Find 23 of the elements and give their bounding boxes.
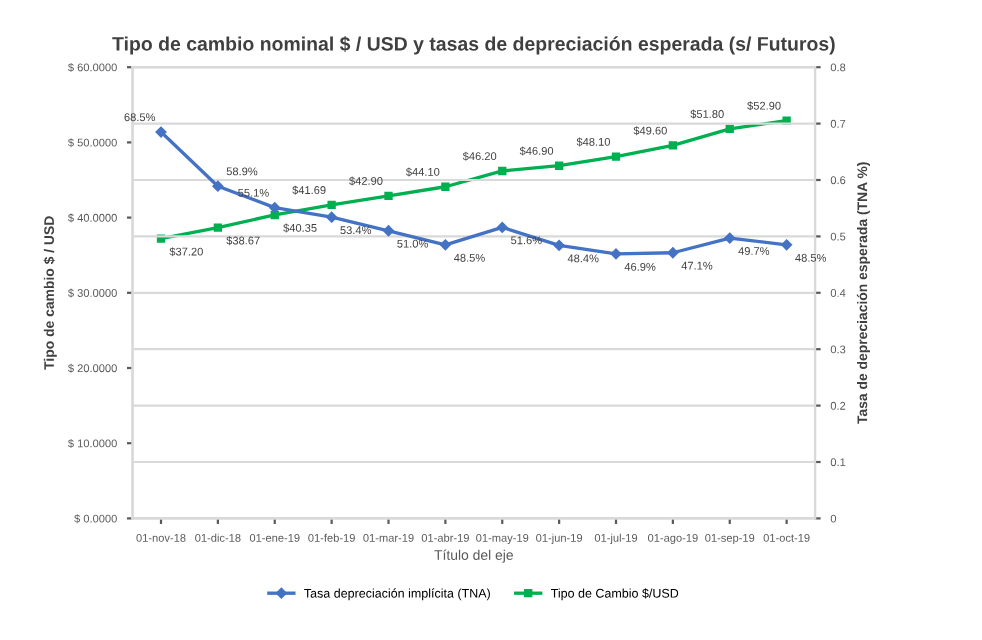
point bbox=[498, 166, 507, 176]
point bbox=[668, 141, 678, 150]
point bbox=[610, 248, 622, 260]
point bbox=[326, 211, 337, 223]
point bbox=[212, 180, 224, 192]
point bbox=[441, 182, 450, 191]
point bbox=[724, 232, 736, 244]
point bbox=[667, 247, 679, 259]
point bbox=[383, 225, 394, 237]
point bbox=[213, 223, 223, 232]
point bbox=[496, 222, 508, 233]
point bbox=[327, 200, 336, 210]
point bbox=[269, 202, 281, 213]
point bbox=[611, 152, 621, 161]
point bbox=[725, 124, 734, 134]
chart-title: Tipo de cambio nominal $ / USD y tasas de depreciación esperada (s/ Futuros) bbox=[112, 36, 835, 55]
point bbox=[554, 161, 564, 170]
point bbox=[553, 240, 565, 251]
point bbox=[440, 239, 451, 251]
point bbox=[384, 191, 393, 200]
point bbox=[781, 239, 792, 251]
point bbox=[155, 126, 167, 138]
point bbox=[270, 210, 279, 220]
